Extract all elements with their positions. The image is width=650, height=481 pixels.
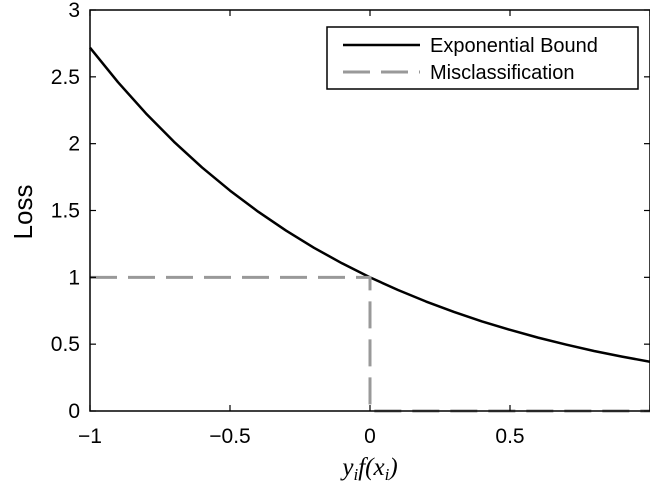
- y-tick-label: 1.5: [51, 200, 80, 223]
- x-tick-label: 0.5: [495, 425, 524, 448]
- y-axis-label: Loss: [8, 185, 38, 240]
- x-axis-label: yif(xi): [339, 454, 397, 481]
- legend-label-exponential-bound: Exponential Bound: [430, 35, 598, 57]
- legend: Exponential Bound Misclassification: [326, 26, 639, 90]
- x-tick-label: −0.5: [209, 425, 250, 448]
- tick-labels: −1 −0.5 0 0.5 0 0.5 1 1.5 2 2.5 3: [51, 0, 525, 448]
- axes: [89, 9, 650, 412]
- legend-box: [326, 26, 639, 90]
- y-tick-label: 1: [68, 266, 80, 289]
- legend-label-misclassification: Misclassification: [430, 62, 574, 84]
- y-tick-label: 0: [68, 400, 80, 423]
- y-tick-label: 2: [68, 133, 80, 156]
- y-tick-label: 0.5: [51, 333, 80, 356]
- y-tick-label: 2.5: [51, 66, 80, 89]
- x-tick-label: 0: [364, 425, 376, 448]
- y-tick-label: 3: [68, 0, 80, 22]
- plot-area: [89, 46, 650, 413]
- x-tick-label: −1: [78, 425, 102, 448]
